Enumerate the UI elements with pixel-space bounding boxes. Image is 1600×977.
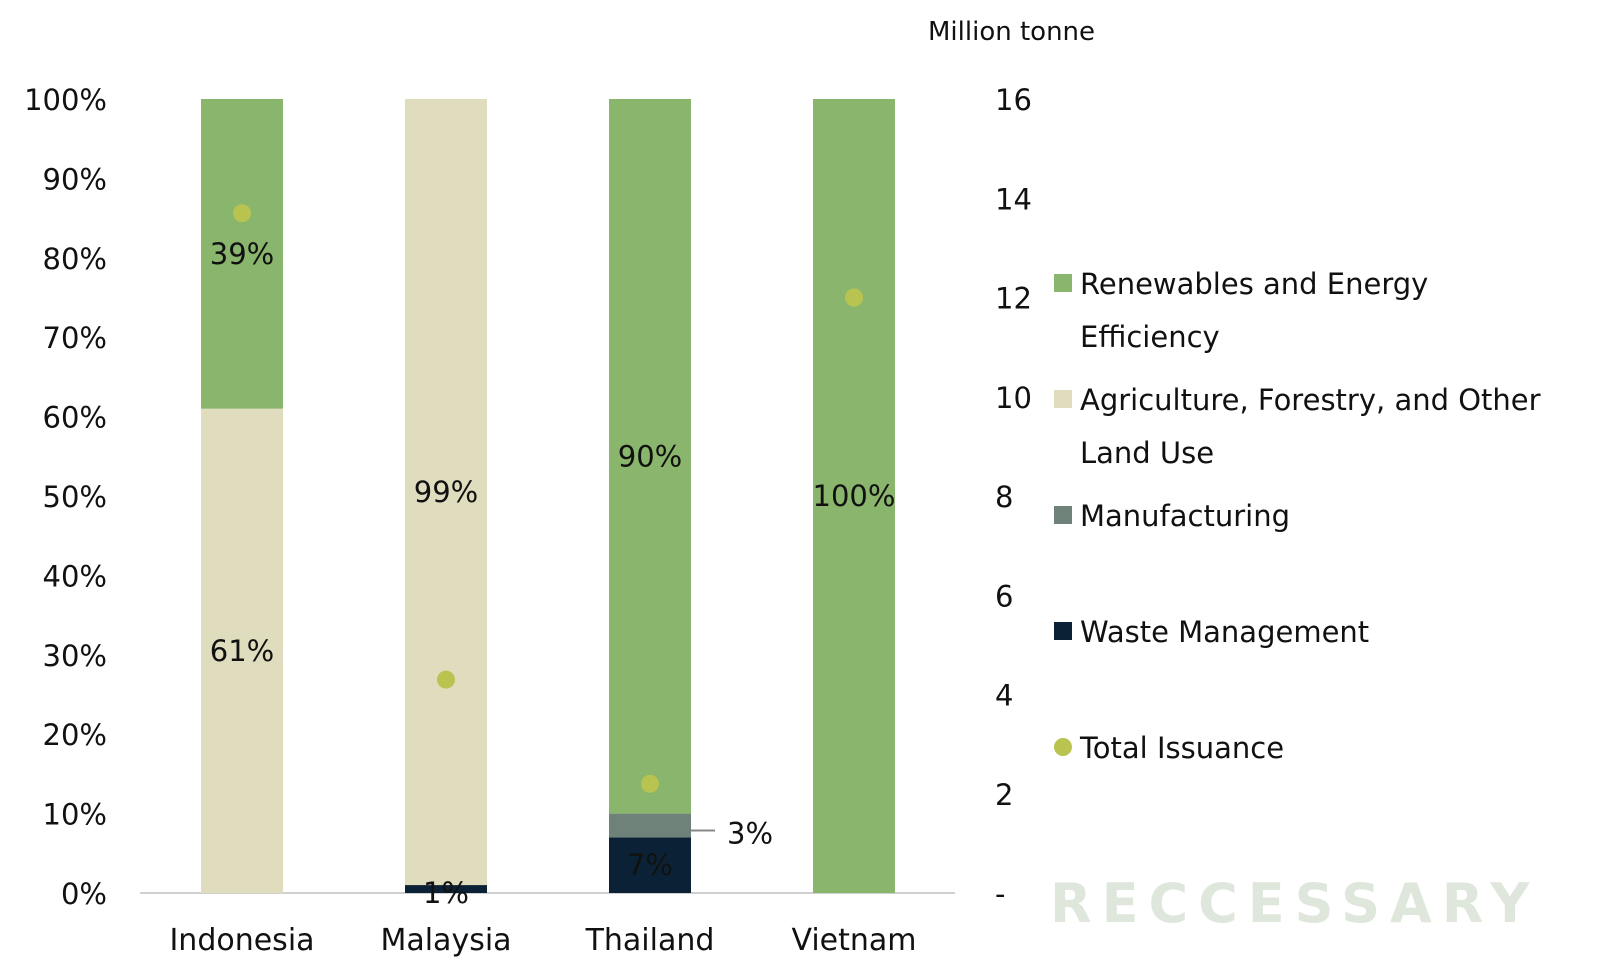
data-label: 1% [423, 876, 469, 910]
legend-square-marker [1054, 622, 1072, 640]
legend-item: Total Issuance [1054, 722, 1284, 775]
data-label: 99% [414, 475, 478, 509]
data-label: 61% [210, 634, 274, 668]
x-category-label: Thailand [585, 923, 715, 958]
data-label: 39% [210, 237, 274, 271]
legend-label: Total Issuance [1080, 722, 1284, 775]
legend-label: Renewables and Energy Efficiency [1080, 258, 1428, 364]
legend-label-line: Manufacturing [1080, 499, 1290, 533]
data-label: 90% [618, 439, 682, 473]
bar-segment-renewables-and-energy-efficiency [201, 99, 283, 409]
legend-item: Waste Management [1054, 606, 1369, 659]
total-issuance-point [845, 288, 863, 307]
reccessary-watermark: RECCESSARY [1050, 872, 1540, 935]
legend-label-line: Efficiency [1080, 320, 1220, 354]
y-right-tick-label: 12 [995, 282, 1032, 316]
legend-label-line: Total Issuance [1080, 731, 1285, 765]
y-left-tick-label: 0% [61, 877, 107, 911]
data-label: 100% [813, 479, 896, 513]
y-left-tick-label: 40% [43, 559, 107, 593]
legend-item: Manufacturing [1054, 490, 1290, 543]
bar-segment-agriculture-forestry-and-other-land-use [405, 99, 487, 886]
data-label: 3% [727, 817, 773, 851]
bar-segment-waste-management [609, 837, 691, 893]
data-label: 7% [627, 848, 673, 882]
bar-segment-manufacturing [609, 813, 691, 838]
legend-label-line: Land Use [1080, 436, 1215, 470]
y-right-tick-label: 10 [995, 381, 1032, 415]
total-issuance-point [641, 774, 659, 793]
legend-item: Renewables and Energy Efficiency [1054, 258, 1428, 364]
legend-label: Manufacturing [1080, 490, 1290, 543]
legend-dot-marker [1054, 738, 1072, 756]
y-right-tick-label: 8 [995, 480, 1013, 514]
bar-segment-agriculture-forestry-and-other-land-use [201, 408, 283, 893]
legend-label: Agriculture, Forestry, and Other Land Use [1080, 374, 1541, 480]
legend-item: Agriculture, Forestry, and Other Land Use [1054, 374, 1541, 480]
y-right-tick-label: 14 [995, 182, 1032, 216]
y-right-tick-label: - [995, 877, 1005, 911]
total-issuance-point [233, 204, 251, 223]
y-right-axis-label: Million tonne [928, 17, 1095, 47]
legend-square-marker [1054, 274, 1072, 292]
bar-segment-renewables-and-energy-efficiency [609, 99, 691, 814]
y-right-tick-label: 2 [995, 778, 1013, 812]
legend-label: Waste Management [1080, 606, 1369, 659]
legend-square-marker [1054, 390, 1072, 408]
bar-segment-renewables-and-energy-efficiency [813, 99, 895, 893]
legend-label-line: Agriculture, Forestry, and Other [1080, 383, 1541, 417]
legend-label-line: Renewables and Energy [1080, 267, 1429, 301]
y-right-tick-label: 4 [995, 679, 1013, 713]
y-left-tick-label: 50% [43, 480, 107, 514]
legend-label-line: Waste Management [1080, 615, 1370, 649]
total-issuance-point [437, 670, 455, 689]
x-category-label: Indonesia [169, 923, 314, 958]
y-left-tick-label: 10% [43, 798, 107, 832]
y-left-tick-label: 30% [43, 639, 107, 673]
y-left-tick-label: 70% [43, 321, 107, 355]
x-category-label: Vietnam [791, 923, 916, 958]
y-right-tick-label: 16 [995, 83, 1032, 117]
bar-segment-waste-management [405, 885, 487, 893]
legend-square-marker [1054, 506, 1072, 524]
y-left-tick-label: 100% [24, 83, 107, 117]
y-right-tick-label: 6 [995, 579, 1013, 613]
y-left-tick-label: 90% [43, 162, 107, 196]
y-left-tick-label: 20% [43, 718, 107, 752]
y-left-tick-label: 60% [43, 401, 107, 435]
x-category-label: Malaysia [380, 923, 511, 958]
y-left-tick-label: 80% [43, 242, 107, 276]
